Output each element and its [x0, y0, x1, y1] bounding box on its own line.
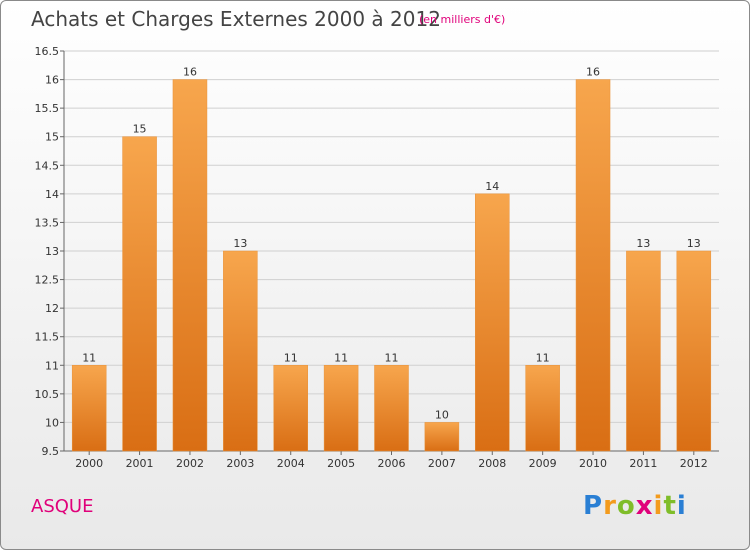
x-tick-label: 2010 [579, 457, 607, 470]
bar-2004 [273, 365, 308, 452]
value-label: 16 [183, 66, 197, 79]
y-tick-label: 13.5 [35, 216, 60, 229]
x-tick-label: 2012 [680, 457, 708, 470]
labels: 9.5 10 10.5 11 11.5 12 12.5 13 13.5 14 14.5 15 15.5 1… [35, 45, 708, 470]
bar-2006 [374, 365, 409, 452]
x-tick-label: 2008 [478, 457, 506, 470]
chart-subtitle: (en milliers d'€) [419, 13, 506, 26]
y-tick-label: 14.5 [35, 159, 60, 172]
value-label: 16 [586, 66, 600, 79]
x-tick-label: 2001 [126, 457, 154, 470]
proxiti-logo[interactable]: Proxiti [583, 491, 687, 521]
bar-2005 [323, 365, 359, 452]
x-tick-label: 2005 [327, 457, 355, 470]
y-tick-label: 10.5 [35, 388, 60, 401]
bar-2010 [575, 79, 611, 452]
y-tick-label: 10 [45, 416, 59, 429]
bars [71, 79, 712, 452]
x-tick-label: 2007 [428, 457, 456, 470]
value-label: 11 [82, 351, 96, 364]
y-tick-label: 12 [45, 302, 59, 315]
y-tick-label: 14 [45, 188, 59, 201]
bar-2003 [223, 250, 258, 452]
value-label: 13 [233, 237, 247, 250]
commune-name: ASQUE [31, 496, 94, 517]
y-tick-label: 12.5 [35, 274, 60, 287]
x-tick-label: 2009 [529, 457, 557, 470]
value-label: 11 [284, 351, 298, 364]
y-tick-label: 9.5 [42, 445, 60, 458]
bar-2012 [676, 250, 712, 452]
value-label: 11 [385, 351, 399, 364]
x-tick-label: 2003 [226, 457, 254, 470]
bar-2001 [122, 136, 157, 452]
bar-2000 [71, 365, 107, 452]
x-tick-label: 2011 [629, 457, 657, 470]
value-label: 11 [536, 351, 550, 364]
bar-2002 [172, 79, 208, 452]
y-tick-label: 16.5 [35, 45, 60, 58]
value-label: 15 [133, 123, 147, 136]
y-tick-label: 15.5 [35, 102, 60, 115]
value-label: 13 [687, 237, 701, 250]
value-label: 11 [334, 351, 348, 364]
value-label: 10 [435, 408, 449, 421]
chart-title: Achats et Charges Externes 2000 à 2012 [31, 7, 441, 31]
y-tick-label: 16 [45, 74, 59, 87]
y-tick-label: 11 [45, 359, 59, 372]
value-label: 14 [485, 180, 499, 193]
x-tick-label: 2006 [378, 457, 406, 470]
bar-2008 [475, 193, 510, 452]
x-tick-label: 2004 [277, 457, 305, 470]
value-label: 13 [636, 237, 650, 250]
x-tick-label: 2000 [75, 457, 103, 470]
bar-2007 [424, 422, 460, 452]
x-tick-label: 2002 [176, 457, 204, 470]
bar-2011 [626, 250, 661, 452]
bar-2009 [525, 365, 560, 452]
y-tick-label: 15 [45, 131, 59, 144]
y-tick-label: 11.5 [35, 331, 60, 344]
y-tick-label: 13 [45, 245, 59, 258]
